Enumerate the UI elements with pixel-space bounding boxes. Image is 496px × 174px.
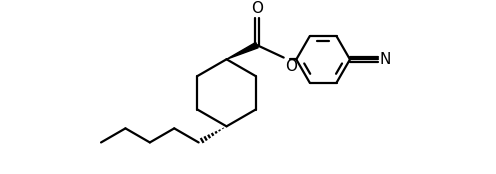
Text: N: N — [380, 52, 391, 67]
Text: O: O — [251, 1, 263, 16]
Text: O: O — [285, 60, 297, 74]
Polygon shape — [227, 42, 258, 59]
